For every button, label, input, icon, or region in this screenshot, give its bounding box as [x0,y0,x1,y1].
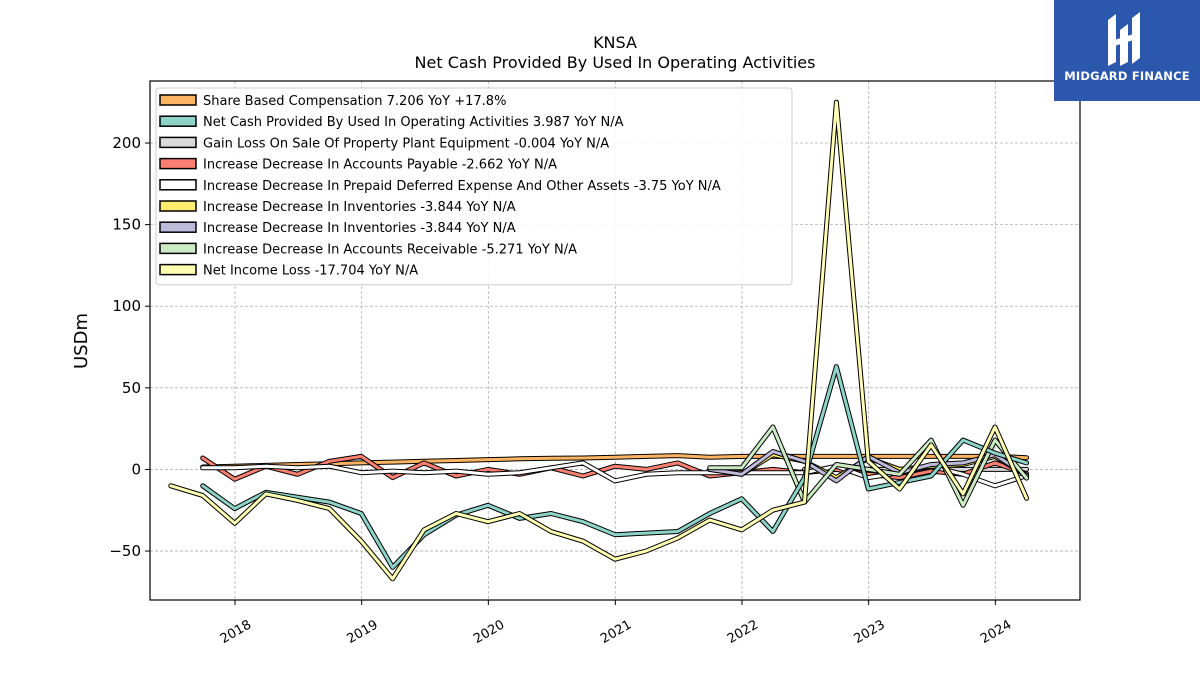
x-tick-label: 2024 [978,617,1014,647]
chart-title: KNSA [593,33,637,52]
y-tick-label: −50 [109,542,141,560]
legend-label: Increase Decrease In Inventories -3.844 … [203,200,516,215]
legend-label: Increase Decrease In Accounts Receivable… [203,242,577,257]
x-tick-label: 2021 [598,617,634,647]
midgard-logo-icon [1108,12,1140,66]
chart-subtitle: Net Cash Provided By Used In Operating A… [415,53,816,72]
y-tick-label: 50 [122,379,141,397]
y-tick-label: 0 [131,460,141,478]
legend-label: Increase Decrease In Prepaid Deferred Ex… [203,179,721,194]
series-line [201,454,1029,469]
legend-box [155,87,793,286]
legend-swatch [159,136,197,149]
legend-label: Increase Decrease In Accounts Payable -2… [203,158,557,173]
legend-label: Gain Loss On Sale Of Property Plant Equi… [203,136,609,151]
legend-label: Increase Decrease In Inventories -3.844 … [203,221,516,236]
brand-logo: MIDGARD FINANCE [1054,0,1200,101]
legend-swatch [159,94,197,106]
y-axis-label: USDm [71,313,92,369]
x-tick-label: 2022 [725,617,761,647]
x-tick-label: 2019 [345,617,381,647]
x-tick-label: 2023 [852,617,888,647]
legend-swatch [159,179,197,191]
legend-swatch [159,242,197,255]
legend-swatch [159,263,197,276]
legend-label: Net Income Loss -17.704 YoY N/A [203,264,418,279]
legend-label: Share Based Compensation 7.206 YoY +17.8… [203,94,506,109]
legend: Share Based Compensation 7.206 YoY +17.8… [155,87,793,286]
brand-name: MIDGARD FINANCE [1064,69,1190,83]
legend-label: Net Cash Provided By Used In Operating A… [203,115,624,130]
x-tick-label: 2020 [471,617,507,647]
y-tick-label: 200 [112,134,141,152]
legend-swatch [159,115,197,127]
series-line [169,100,1029,581]
series-lines [168,99,1030,582]
y-tick-label: 100 [112,297,141,315]
y-tick-label: 150 [112,216,141,234]
legend-swatch [159,157,197,170]
series-line [201,365,1029,569]
legend-swatch [159,200,197,212]
x-tick-label: 2018 [218,617,254,647]
legend-swatch [159,221,197,233]
series-line [708,425,1029,507]
